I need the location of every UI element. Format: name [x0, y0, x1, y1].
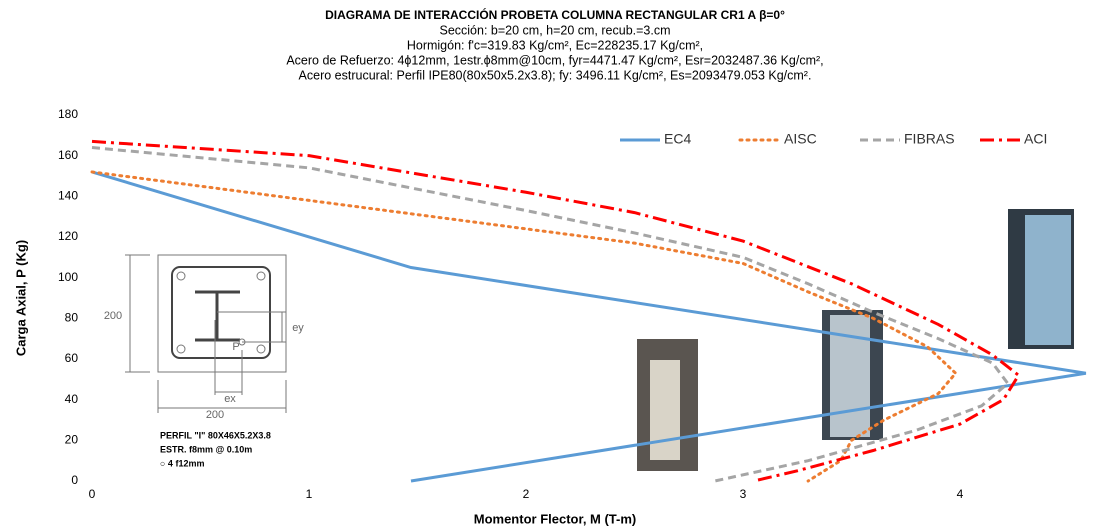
inset-label: ex — [224, 393, 236, 405]
y-tick-label: 120 — [58, 229, 78, 243]
rebar — [177, 345, 185, 353]
inset-note: ESTR. f8mm @ 0.10m — [160, 444, 252, 454]
chart: 200 200 ex ey P PERFIL "I" 80X46X5.2X3.8… — [0, 0, 1100, 528]
rebar — [257, 345, 265, 353]
y-tick-label: 60 — [65, 351, 79, 365]
x-tick-label: 2 — [523, 487, 530, 501]
x-tick-label: 0 — [89, 487, 96, 501]
y-tick-label: 40 — [65, 392, 79, 406]
x-tick-label: 1 — [306, 487, 313, 501]
inset-note: ○ 4 f12mm — [160, 458, 204, 468]
photo-detail — [1025, 215, 1071, 345]
inset-note: PERFIL "I" 80X46X5.2X3.8 — [160, 430, 271, 440]
x-tick-label: 4 — [957, 487, 964, 501]
y-axis-title: Carga Axial, P (Kg) — [13, 240, 28, 356]
photos — [637, 209, 1074, 471]
y-tick-label: 20 — [65, 433, 79, 447]
dimension-lines — [125, 255, 286, 413]
x-tick-label: 3 — [740, 487, 747, 501]
inset-label: P — [232, 341, 239, 353]
legend-label: ACI — [1024, 131, 1047, 147]
section-drawing — [125, 255, 286, 413]
y-tick-label: 160 — [58, 148, 78, 162]
inset-label: ey — [292, 322, 304, 334]
subtitle: Sección: b=20 cm, h=20 cm, recub.=3.cm — [439, 23, 670, 37]
inset-label: 200 — [206, 409, 224, 421]
y-tick-label: 0 — [71, 473, 78, 487]
photo-detail — [650, 360, 680, 460]
x-axis-title: Momentor Flector, M (T-m) — [474, 511, 637, 526]
rebar — [257, 272, 265, 280]
legend-label: FIBRAS — [904, 131, 955, 147]
section-outline — [158, 255, 286, 372]
inset-label: 200 — [104, 310, 122, 322]
y-tick-label: 80 — [65, 311, 79, 325]
legend-label: AISC — [784, 131, 817, 147]
subtitle: Hormigón: f'c=319.83 Kg/cm², Ec=228235.1… — [407, 38, 703, 52]
y-tick-label: 100 — [58, 270, 78, 284]
rebar — [177, 272, 185, 280]
subtitle: Acero de Refuerzo: 4ϕ12mm, 1estr.ϕ8mm@10… — [286, 53, 823, 67]
y-tick-label: 140 — [58, 189, 78, 203]
steel-profile — [195, 292, 240, 340]
y-tick-label: 180 — [58, 107, 78, 121]
chart-title: DIAGRAMA DE INTERACCIÓN PROBETA COLUMNA … — [325, 7, 785, 22]
subtitle: Acero estrucural: Perfil IPE80(80x50x5.2… — [299, 68, 812, 82]
legend-label: EC4 — [664, 131, 691, 147]
